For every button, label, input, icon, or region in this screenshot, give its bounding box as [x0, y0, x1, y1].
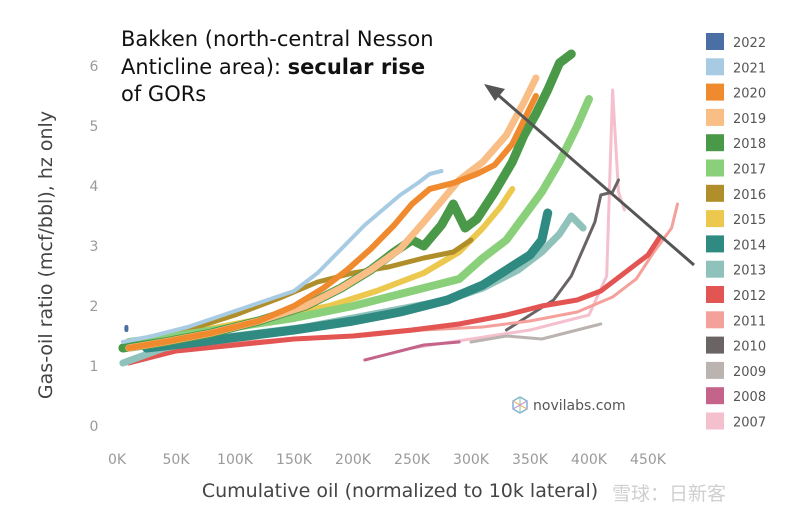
x-tick-label: 400K: [571, 452, 608, 468]
x-tick-label: 50K: [163, 452, 191, 468]
legend-swatch: [706, 336, 724, 354]
legend-label: 2012: [733, 289, 766, 304]
watermark-text: novilabs.com: [533, 398, 626, 414]
annotation-line2-bold: secular rise: [288, 55, 425, 79]
legend-label: 2020: [733, 87, 766, 102]
series-line-2014: [142, 208, 553, 353]
legend-swatch: [706, 159, 724, 177]
legend-swatch: [706, 361, 724, 379]
legend-label: 2011: [733, 314, 766, 329]
legend-swatch: [706, 260, 724, 278]
legend-label: 2017: [733, 163, 766, 178]
legend-label: 2007: [733, 416, 766, 431]
legend-label: 2018: [733, 137, 766, 152]
legend-item-2013: 2013: [706, 260, 766, 279]
legend-item-2011: 2011: [706, 311, 766, 329]
x-tick-label: 350K: [512, 452, 549, 468]
legend-item-2020: 2020: [706, 83, 766, 102]
legend-item-2019: 2019: [706, 108, 766, 127]
legend-swatch: [706, 184, 724, 202]
legend-swatch: [706, 387, 724, 405]
legend-label: 2009: [733, 365, 766, 380]
y-axis-ticks: 0 1 2 3 4 5 6: [90, 59, 99, 435]
novilabs-logo-icon: [512, 396, 528, 414]
series-line-2009: [469, 322, 603, 344]
legend-swatch: [706, 412, 724, 430]
legend-item-2014: 2014: [706, 235, 766, 253]
legend-item-2021: 2021: [706, 58, 766, 76]
legend-item-2008: 2008: [706, 387, 766, 405]
legend-item-2012: 2012: [706, 286, 766, 304]
legend-swatch: [706, 83, 724, 101]
legend-label: 2008: [733, 390, 766, 405]
series-line-2007: [410, 88, 626, 350]
y-tick-label: 4: [90, 179, 99, 195]
legend-label: 2019: [733, 112, 766, 127]
y-tick-label: 2: [90, 299, 99, 315]
x-tick-label: 100K: [217, 452, 254, 468]
annotation-line1: Bakken (north-central Nesson: [121, 27, 434, 51]
legend-label: 2015: [733, 213, 766, 228]
series-line-2008: [363, 340, 461, 362]
x-tick-label: 0K: [108, 452, 127, 468]
y-axis-label: Gas-oil ratio (mcf/bbl), hz only: [35, 111, 57, 399]
annotation-line2-normal: Anticline area):: [121, 55, 288, 79]
legend-swatch: [706, 108, 724, 126]
legend-label: 2021: [733, 61, 766, 76]
legend-item-2018: 2018: [706, 134, 766, 152]
annotation-line3: of GORs: [121, 82, 206, 106]
series-line-2010: [504, 178, 620, 332]
legend-item-2007: 2007: [706, 412, 766, 431]
x-tick-label: 300K: [453, 452, 490, 468]
legend-swatch: [706, 210, 724, 228]
legend-item-2010: 2010: [706, 336, 766, 355]
legend-swatch: [706, 286, 724, 303]
x-tick-label: 250K: [394, 452, 431, 468]
x-tick-label: 200K: [335, 452, 372, 468]
x-axis-label: Cumulative oil (normalized to 10k latera…: [202, 480, 598, 502]
legend-item-2016: 2016: [706, 184, 766, 203]
legend-label: 2010: [733, 340, 766, 355]
legend-swatch: [706, 311, 724, 329]
series-line-2021: [120, 169, 444, 344]
legend-label: 2016: [733, 188, 766, 203]
legend-label: 2014: [733, 238, 766, 253]
annotation-line2: Anticline area): secular rise: [121, 55, 425, 79]
legend-item-2015: 2015: [706, 210, 766, 228]
x-axis-ticks: 0K 50K 100K 150K 200K 250K 300K 350K 400K 450K: [108, 452, 667, 468]
annotation-arrow: [484, 84, 695, 267]
legend-label: 2013: [733, 264, 766, 279]
legend: 2022 2021 2020 2019 2018 2017 2016 2015 2014 2013…: [706, 33, 766, 431]
y-tick-label: 0: [90, 419, 99, 435]
y-tick-label: 3: [90, 239, 99, 255]
y-tick-label: 6: [90, 59, 99, 75]
legend-swatch: [706, 33, 724, 50]
legend-swatch: [706, 235, 724, 253]
x-tick-label: 150K: [276, 452, 313, 468]
legend-item-2017: 2017: [706, 159, 766, 178]
legend-swatch: [706, 58, 724, 76]
legend-item-2009: 2009: [706, 361, 766, 380]
y-tick-label: 5: [90, 119, 99, 135]
y-tick-label: 1: [90, 359, 99, 375]
legend-swatch: [706, 134, 724, 152]
x-tick-label: 450K: [630, 452, 667, 468]
series-lines: [118, 49, 679, 367]
series-line-2020: [125, 93, 539, 351]
watermark-xueqiu: 雪球：日新客: [612, 483, 726, 505]
legend-label: 2022: [733, 36, 766, 51]
series-line-2012: [126, 234, 663, 366]
legend-item-2022: 2022: [706, 33, 766, 51]
